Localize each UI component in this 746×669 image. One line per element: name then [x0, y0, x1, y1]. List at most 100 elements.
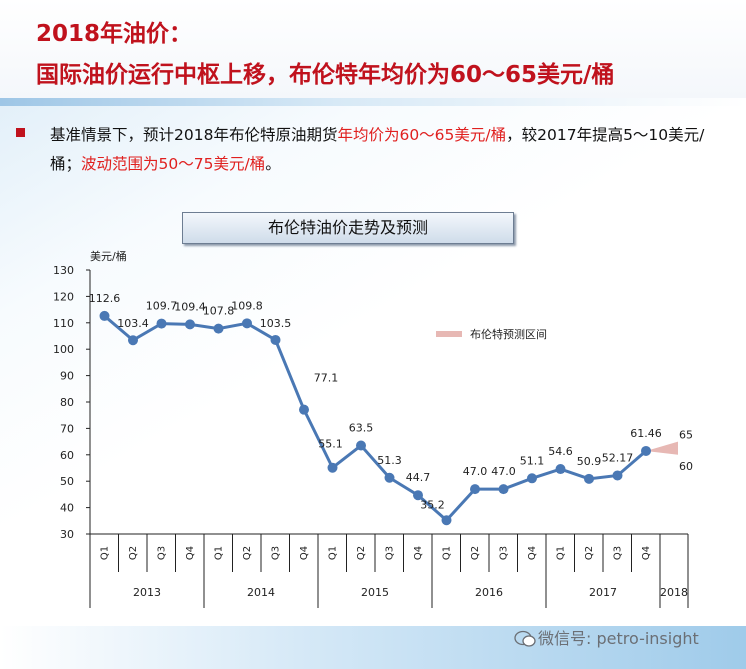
data-point [128, 335, 138, 346]
x-tick-label: Q4 [527, 546, 538, 560]
data-point [641, 445, 651, 456]
y-tick-label: 30 [60, 528, 74, 541]
y-tick-label: 120 [53, 290, 74, 303]
data-label: 61.46 [630, 427, 662, 440]
x-tick-label: Q1 [100, 546, 111, 560]
y-tick-label: 60 [60, 449, 74, 462]
year-label: 2014 [247, 586, 275, 599]
data-point [270, 334, 281, 345]
year-label: 2016 [475, 586, 503, 599]
data-label: 109.8 [231, 299, 263, 312]
data-label: 51.1 [520, 454, 545, 467]
header-divider [0, 98, 746, 106]
x-tick-label: Q3 [271, 546, 282, 560]
y-tick-label: 70 [60, 422, 74, 435]
forecast-low-label: 60 [679, 460, 693, 473]
x-tick-label: Q4 [299, 546, 310, 560]
x-tick-label: Q2 [584, 546, 595, 560]
legend-label: 布伦特预测区间 [470, 327, 547, 341]
data-point [356, 440, 366, 451]
para-highlight-1: 年均价为60～65美元/桶 [337, 126, 507, 144]
summary-paragraph: 基准情景下，预计2018年布伦特原油期货年均价为60～65美元/桶，较2017年… [50, 121, 730, 179]
data-point [327, 462, 338, 473]
para-highlight-2: 波动范围为50～75美元/桶 [81, 155, 266, 173]
forecast-high-label: 65 [679, 429, 693, 442]
data-label: 112.6 [89, 292, 121, 305]
year-label: 2018 [660, 586, 688, 599]
x-tick-label: Q4 [185, 546, 196, 560]
y-tick-label: 110 [53, 317, 74, 330]
data-point [384, 472, 395, 483]
x-tick-label: Q3 [499, 546, 510, 560]
data-label: 107.8 [203, 305, 235, 318]
data-point [555, 464, 566, 475]
data-point [470, 484, 480, 495]
y-tick-label: 100 [53, 343, 74, 356]
page-title: 2018年油价： [36, 21, 193, 47]
wechat-icon [514, 630, 536, 647]
data-point [185, 319, 195, 330]
x-tick-label: Q1 [328, 546, 339, 560]
y-tick-label: 50 [60, 475, 74, 488]
data-label: 109.7 [146, 300, 178, 313]
data-point [99, 310, 110, 321]
page-subtitle: 国际油价运行中枢上移，布伦特年均价为60～65美元/桶 [36, 62, 615, 88]
data-point [612, 470, 623, 481]
data-point [213, 323, 224, 334]
data-label: 55.1 [318, 438, 343, 451]
data-point [498, 484, 509, 495]
y-tick-label: 90 [60, 370, 74, 383]
y-tick-label: 40 [60, 502, 74, 515]
x-tick-label: Q3 [613, 546, 624, 560]
x-tick-label: Q4 [413, 546, 424, 560]
x-tick-label: Q4 [641, 546, 652, 560]
data-label: 77.1 [314, 372, 339, 385]
x-tick-label: Q2 [128, 546, 139, 560]
data-label: 52.17 [602, 451, 634, 464]
x-tick-label: Q1 [214, 546, 225, 560]
x-tick-label: Q3 [157, 546, 168, 560]
data-label: 47.0 [491, 465, 516, 478]
data-label: 47.0 [463, 465, 488, 478]
para-text-1: 基准情景下，预计2018年布伦特原油期货 [50, 126, 338, 144]
legend-swatch [436, 331, 462, 337]
data-label: 103.5 [260, 317, 292, 330]
chart-title: 布伦特油价走势及预测 [182, 212, 514, 244]
data-label: 44.7 [406, 471, 431, 484]
data-point [156, 318, 167, 329]
forecast-band [646, 441, 678, 455]
x-tick-label: Q2 [470, 546, 481, 560]
data-point [441, 515, 452, 526]
x-tick-label: Q2 [356, 546, 367, 560]
x-tick-label: Q2 [242, 546, 253, 560]
watermark-text: 微信号: petro-insight [538, 629, 699, 648]
data-label: 35.2 [420, 498, 445, 511]
year-label: 2013 [133, 586, 161, 599]
data-label: 50.9 [577, 455, 602, 468]
para-text-2: ，较2017年提高5～10美元/桶； [50, 126, 705, 173]
data-point [299, 404, 309, 415]
data-point [413, 490, 423, 501]
series-line [103, 314, 647, 523]
footer-bar [0, 626, 746, 669]
bullet-icon [16, 128, 25, 137]
header: 2018年油价： 国际油价运行中枢上移，布伦特年均价为60～65美元/桶 [0, 0, 746, 98]
x-tick-label: Q1 [556, 546, 567, 560]
y-axis-label: 美元/桶 [90, 249, 127, 263]
data-label: 63.5 [349, 422, 374, 435]
x-tick-label: Q1 [442, 546, 453, 560]
data-label: 109.4 [174, 300, 206, 313]
data-point [584, 473, 594, 484]
year-label: 2015 [361, 586, 389, 599]
watermark: 微信号: petro-insight [512, 625, 699, 649]
data-label: 51.3 [377, 454, 402, 467]
data-point [527, 473, 537, 484]
background-decoration [0, 106, 746, 626]
data-point [242, 318, 252, 329]
data-label: 54.6 [548, 445, 573, 458]
y-tick-label: 80 [60, 396, 74, 409]
y-tick-label: 130 [53, 264, 74, 277]
data-label: 103.4 [117, 317, 149, 330]
x-tick-label: Q3 [385, 546, 396, 560]
